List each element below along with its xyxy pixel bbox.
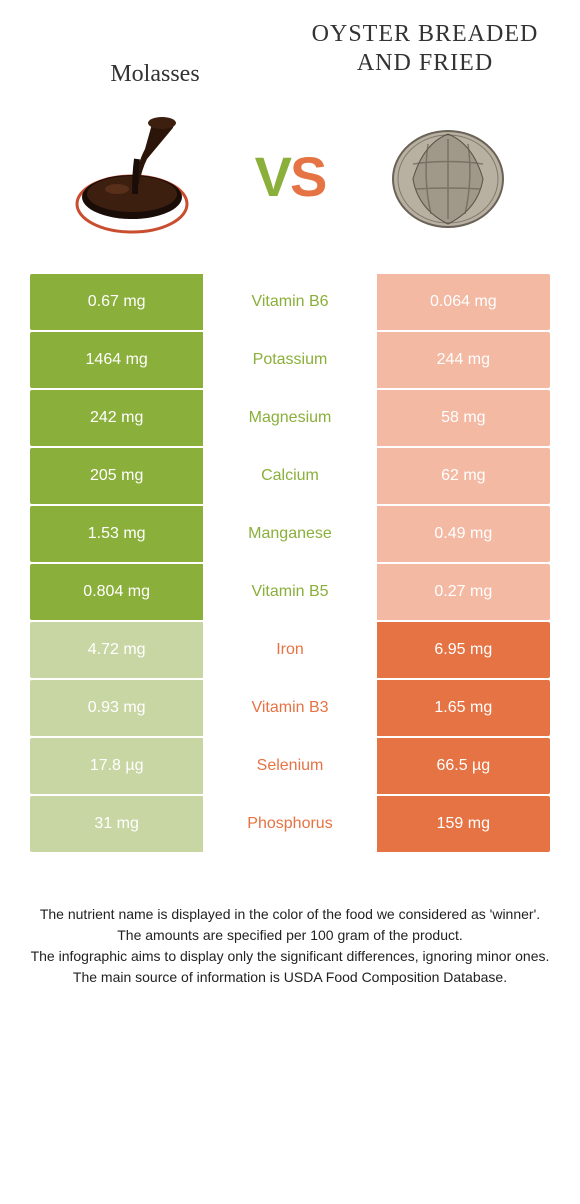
header-left-col: Molasses [20,20,290,89]
left-value: 1464 mg [30,332,203,388]
table-row: 1.53 mgManganese0.49 mg [30,506,550,562]
right-value: 0.064 mg [377,274,550,330]
left-title: Molasses [20,60,290,89]
nutrient-name: Selenium [203,738,376,794]
left-value: 17.8 µg [30,738,203,794]
nutrient-name: Vitamin B6 [203,274,376,330]
table-row: 0.67 mgVitamin B60.064 mg [30,274,550,330]
table-row: 205 mgCalcium62 mg [30,448,550,504]
left-value: 0.804 mg [30,564,203,620]
right-title: OYSTER BREADED AND FRIED [290,20,560,78]
nutrient-name: Iron [203,622,376,678]
footer-line-2: The amounts are specified per 100 gram o… [30,925,550,946]
right-value: 6.95 mg [377,622,550,678]
right-value: 0.49 mg [377,506,550,562]
images-row: VS [0,99,580,274]
left-value: 31 mg [30,796,203,852]
table-row: 0.804 mgVitamin B50.27 mg [30,564,550,620]
right-value: 0.27 mg [377,564,550,620]
table-row: 0.93 mgVitamin B31.65 mg [30,680,550,736]
footer-line-1: The nutrient name is displayed in the co… [30,904,550,925]
table-row: 1464 mgPotassium244 mg [30,332,550,388]
right-value: 66.5 µg [377,738,550,794]
left-value: 1.53 mg [30,506,203,562]
molasses-image [20,109,245,244]
header-right-col: OYSTER BREADED AND FRIED [290,20,560,78]
footer-line-4: The main source of information is USDA F… [30,967,550,988]
left-value: 242 mg [30,390,203,446]
table-row: 17.8 µgSelenium66.5 µg [30,738,550,794]
right-value: 244 mg [377,332,550,388]
table-row: 31 mgPhosphorus159 mg [30,796,550,852]
nutrient-name: Calcium [203,448,376,504]
table-row: 4.72 mgIron6.95 mg [30,622,550,678]
table-row: 242 mgMagnesium58 mg [30,390,550,446]
nutrient-name: Potassium [203,332,376,388]
nutrient-name: Magnesium [203,390,376,446]
left-value: 4.72 mg [30,622,203,678]
nutrient-name: Phosphorus [203,796,376,852]
infographic-container: Molasses OYSTER BREADED AND FRIED VS [0,0,580,1008]
right-value: 62 mg [377,448,550,504]
left-value: 0.67 mg [30,274,203,330]
nutrient-name: Manganese [203,506,376,562]
oyster-icon [373,109,523,239]
molasses-icon [57,109,207,239]
right-value: 1.65 mg [377,680,550,736]
left-value: 0.93 mg [30,680,203,736]
right-value: 159 mg [377,796,550,852]
footer-notes: The nutrient name is displayed in the co… [0,854,580,1008]
nutrient-name: Vitamin B3 [203,680,376,736]
nutrient-name: Vitamin B5 [203,564,376,620]
nutrient-table: 0.67 mgVitamin B60.064 mg1464 mgPotassiu… [0,274,580,852]
left-value: 205 mg [30,448,203,504]
vs-label: VS [255,144,326,209]
oyster-image [335,109,560,244]
right-value: 58 mg [377,390,550,446]
footer-line-3: The infographic aims to display only the… [30,946,550,967]
header-row: Molasses OYSTER BREADED AND FRIED [0,0,580,99]
